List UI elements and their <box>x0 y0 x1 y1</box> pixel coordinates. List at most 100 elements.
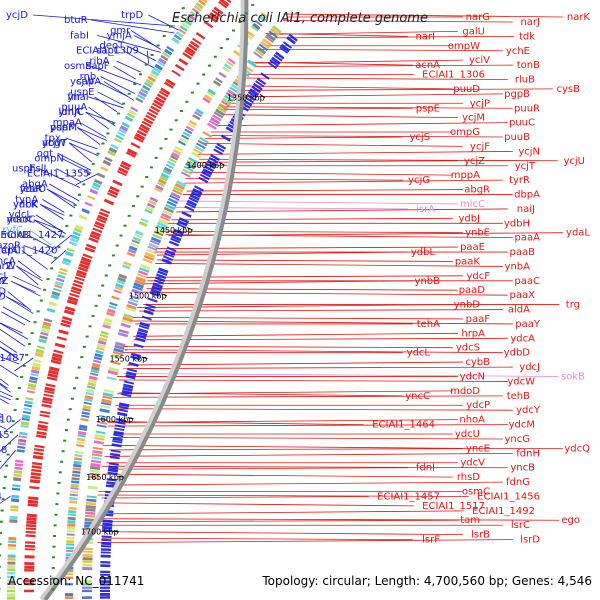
gene-label[interactable]: ydbJ <box>458 213 480 224</box>
gene-label[interactable]: maoC <box>7 215 36 226</box>
gene-label[interactable]: ydbH <box>504 218 530 229</box>
gene-label[interactable]: ECIAI1_1464 <box>372 420 435 431</box>
gene-label[interactable]: ydcL <box>407 348 431 359</box>
gene-label[interactable]: azoR <box>0 240 21 251</box>
gene-label[interactable]: ydcL <box>9 210 33 221</box>
gene-label[interactable]: sfcA <box>0 276 5 287</box>
gene-label[interactable]: ECIAI1_1420 <box>0 245 57 256</box>
gene-label[interactable]: ydcS <box>456 343 480 354</box>
gene-label[interactable]: ECIAI1_1574 <box>0 491 2 502</box>
gene-label[interactable]: puuR <box>514 103 540 114</box>
gene-label[interactable]: acnA <box>415 60 440 71</box>
gene-label[interactable]: yncE <box>466 443 490 454</box>
gene-label[interactable]: ego <box>561 515 580 526</box>
gene-label[interactable]: ynbA <box>505 261 531 272</box>
gene-label[interactable]: narI <box>415 31 435 42</box>
gene-label[interactable]: osmC <box>462 486 490 497</box>
gene-label[interactable]: ydcJ <box>519 362 540 373</box>
gene-label[interactable]: fnr <box>67 92 82 103</box>
gene-label[interactable]: yncA <box>0 256 16 267</box>
gene-label[interactable]: lsrC <box>511 520 530 531</box>
gene-label[interactable]: ydaO <box>20 184 46 195</box>
gene-label[interactable]: trg <box>566 300 580 311</box>
gene-label[interactable]: ydcM <box>509 420 535 431</box>
gene-label[interactable]: pspE <box>416 103 440 114</box>
gene-label[interactable]: ycjW <box>70 76 94 87</box>
gene-label[interactable]: ydbK <box>13 199 39 210</box>
gene-label[interactable]: ECIAI1_1487 <box>0 353 25 364</box>
gene-label[interactable]: paaY <box>515 319 541 330</box>
gene-label[interactable]: mppA <box>451 170 480 181</box>
gene-label[interactable]: isrA <box>416 204 435 215</box>
gene-label[interactable]: abgR <box>464 185 490 196</box>
gene-label[interactable]: lsrF <box>422 535 440 546</box>
gene-label[interactable]: ECIAI1_1306 <box>422 70 485 81</box>
gene-label[interactable]: pspF <box>50 123 74 134</box>
gene-label[interactable]: paaK <box>455 256 481 267</box>
gene-label[interactable]: ECIAI1_1510 <box>0 414 12 425</box>
gene-label[interactable]: yncG <box>504 434 530 445</box>
gene-label[interactable]: ECIAI1_1309 <box>76 46 139 57</box>
gene-label[interactable]: tehA <box>417 319 440 330</box>
gene-label[interactable]: ECIAI1_1492 <box>472 506 535 517</box>
gene-label[interactable]: ycjZ <box>464 156 485 167</box>
gene-label[interactable]: feaR <box>20 184 43 195</box>
gene-label[interactable]: narJ <box>520 17 540 28</box>
gene-label[interactable]: tpx <box>45 133 61 144</box>
gene-label[interactable]: gapC <box>0 245 20 256</box>
gene-label[interactable]: ycjM <box>462 113 485 124</box>
gene-label[interactable]: ECIAI1_1355 <box>27 169 90 180</box>
gene-label[interactable]: ECIAI1_1515 <box>0 430 10 441</box>
gene-label[interactable]: ydcZ <box>0 276 9 287</box>
gene-label[interactable]: ymjA <box>107 30 132 41</box>
gene-label[interactable]: ydcU <box>455 429 480 440</box>
gene-label[interactable]: pgpB <box>504 89 530 100</box>
gene-label[interactable]: ydbL <box>411 247 436 258</box>
gene-label[interactable]: ynbB <box>415 276 441 287</box>
gene-label[interactable]: ydcV <box>460 458 485 469</box>
gene-label[interactable]: gmr <box>110 25 131 36</box>
gene-label[interactable]: fdnI <box>416 463 435 474</box>
gene-label[interactable]: yncB <box>510 463 535 474</box>
gene-label[interactable]: ompN <box>34 153 64 164</box>
gene-label[interactable]: paaF <box>466 314 491 325</box>
gene-label[interactable]: ycjG <box>408 175 430 186</box>
gene-label[interactable]: sapC <box>96 46 121 57</box>
gene-label[interactable]: ECIAI1_1548 <box>0 445 7 456</box>
gene-label[interactable]: paaE <box>460 242 485 253</box>
gene-label[interactable]: dbpA <box>514 190 540 201</box>
gene-label[interactable]: fabI <box>70 30 89 41</box>
gene-label[interactable]: rluB <box>515 75 535 86</box>
gene-label[interactable]: tynA <box>15 194 38 205</box>
gene-label[interactable]: trpD <box>121 10 143 21</box>
gene-label[interactable]: ydcF <box>466 271 490 282</box>
gene-label[interactable]: ECIAI1_1457 <box>377 491 440 502</box>
gene-label[interactable]: micC <box>460 199 485 210</box>
gene-label[interactable]: nhoA <box>459 415 485 426</box>
gene-label[interactable]: cybB <box>465 357 490 368</box>
gene-label[interactable]: yciV <box>469 55 490 66</box>
gene-label[interactable]: ychE <box>506 46 530 57</box>
gene-label[interactable]: ynbE <box>465 228 490 239</box>
gene-label[interactable]: ldhA <box>58 107 80 118</box>
gene-label[interactable]: ydcW <box>507 376 535 387</box>
gene-label[interactable]: puuC <box>509 118 535 129</box>
gene-label[interactable]: paaC <box>514 276 540 287</box>
gene-label[interactable]: lsrD <box>520 535 540 546</box>
gene-label[interactable]: mdoD <box>450 386 480 397</box>
gene-label[interactable]: ycjN <box>518 146 540 157</box>
gene-label[interactable]: ynaI <box>67 92 88 103</box>
gene-label[interactable]: abgT <box>42 138 68 149</box>
gene-label[interactable]: ydaL <box>566 228 590 239</box>
gene-label[interactable]: btuR <box>64 15 88 26</box>
gene-label[interactable]: puuD <box>453 84 480 95</box>
gene-label[interactable]: ycjW <box>42 138 66 149</box>
gene-label[interactable]: ompW <box>448 41 480 52</box>
gene-label[interactable]: tonB <box>517 60 540 71</box>
gene-label[interactable]: lsrB <box>471 530 490 541</box>
gene-label[interactable]: sapA <box>77 76 102 87</box>
gene-label[interactable]: aldA <box>508 305 530 316</box>
gene-label[interactable]: yncJ <box>0 271 6 282</box>
gene-label[interactable]: ycjF <box>470 141 490 152</box>
gene-label[interactable]: rnb <box>80 71 97 82</box>
